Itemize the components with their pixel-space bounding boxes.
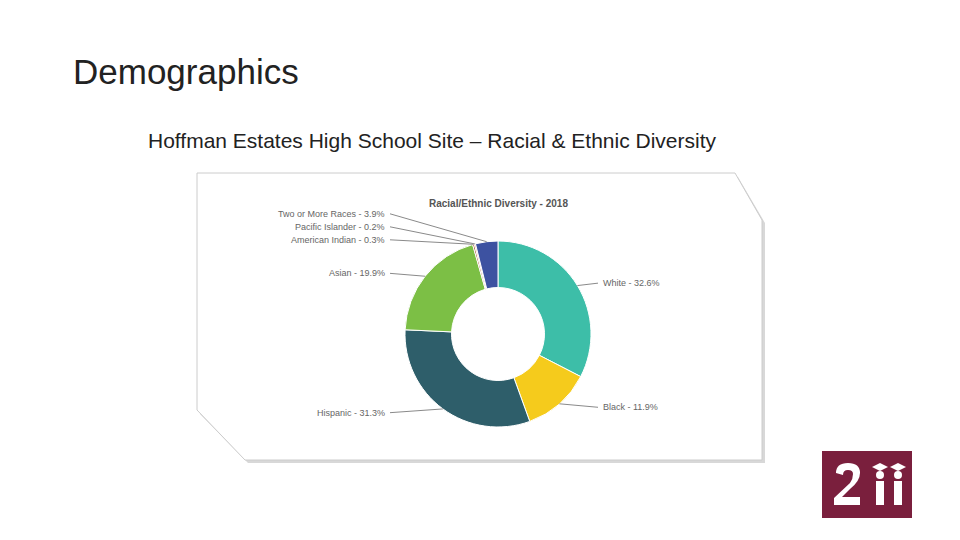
html-text:Hoffman Estates High School Si: Hoffman Estates High School Site – Racia… [148,129,716,152]
html-text:Demographics: Demographics [73,52,299,91]
svg-text:Black - 11.9%: Black - 11.9% [603,402,658,412]
svg-text:Pacific Islander - 0.2%: Pacific Islander - 0.2% [295,222,385,232]
svg-text:Racial/Ethnic Diversity - 2018: Racial/Ethnic Diversity - 2018 [429,198,568,209]
svg-text:Asian - 19.9%: Asian - 19.9% [329,268,385,278]
svg-text:Hispanic - 31.3%: Hispanic - 31.3% [317,408,385,418]
svg-text:White - 32.6%: White - 32.6% [603,278,660,288]
svg-text:American Indian - 0.3%: American Indian - 0.3% [291,235,385,245]
svg-text:Two or More Races - 3.9%: Two or More Races - 3.9% [278,209,385,219]
